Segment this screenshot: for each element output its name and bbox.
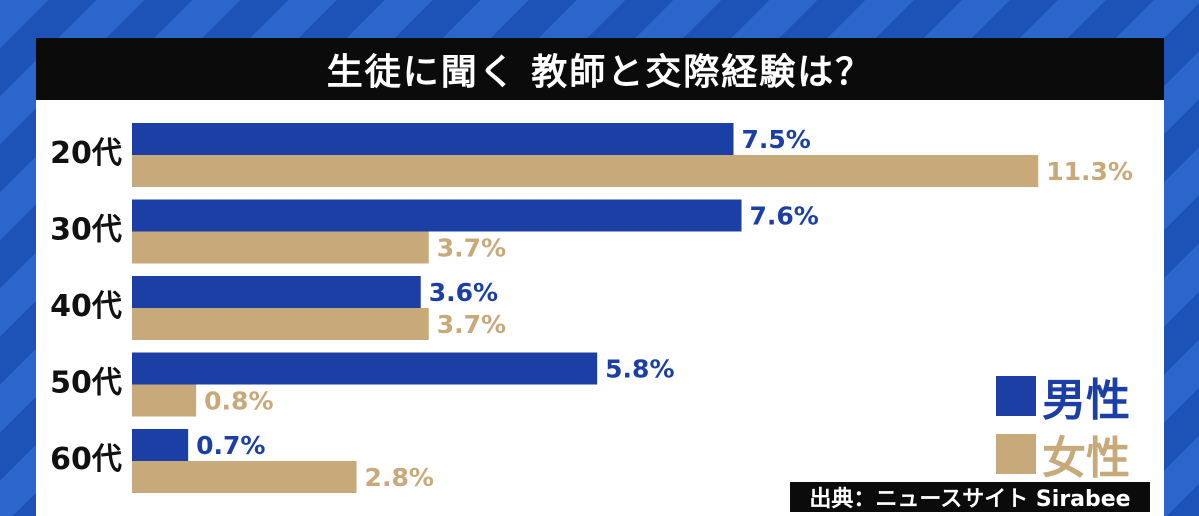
data-label-male: 0.7%: [196, 431, 265, 460]
bar-female: [132, 308, 429, 340]
bar-male: [132, 276, 421, 308]
legend-label-male: 男性: [1042, 375, 1130, 426]
category-label: 40代: [50, 289, 122, 324]
category-label: 20代: [50, 136, 122, 171]
bar-female: [132, 461, 357, 493]
bar-female: [132, 155, 1039, 187]
data-label-female: 2.8%: [365, 463, 434, 492]
legend-label-female: 女性: [1042, 433, 1130, 484]
category-label: 50代: [50, 366, 122, 401]
legend-item-male: 男性: [996, 368, 1146, 426]
title-bar: 生徒に聞く 教師と交際経験は？: [36, 38, 1164, 100]
legend-swatch-male: [996, 376, 1036, 416]
data-label-male: 5.8%: [605, 355, 674, 384]
bar-male: [132, 429, 189, 461]
bar-female: [132, 384, 197, 417]
bar-male: [132, 352, 598, 385]
chart-title: 生徒に聞く 教師と交際経験は？: [326, 52, 874, 93]
legend-item-female: 女性: [996, 426, 1146, 484]
chart-panel: 生徒に聞く 教師と交際経験は？ 20代 7.5% 11.3% 30代 7.6% 3.7% 4…: [36, 38, 1164, 516]
category-label: 60代: [50, 442, 122, 477]
data-label-male: 7.6%: [750, 202, 819, 231]
bar-male: [132, 123, 734, 155]
data-label-female: 3.7%: [437, 234, 506, 263]
legend-swatch-female: [996, 434, 1036, 474]
source-caption: 出典：ニュースサイト Sirabee: [790, 482, 1150, 512]
data-label-female: 0.8%: [204, 387, 273, 416]
category-label: 30代: [50, 213, 122, 248]
bar-chart: 20代 7.5% 11.3% 30代 7.6% 3.7% 40代 3.6% 3.7% 50代 5.8…: [50, 123, 1133, 493]
bar-male: [132, 199, 742, 232]
data-label-female: 3.7%: [437, 310, 506, 339]
data-label-male: 7.5%: [742, 125, 811, 154]
data-label-female: 11.3%: [1046, 157, 1133, 186]
bar-female: [132, 231, 429, 264]
data-label-male: 3.6%: [429, 278, 498, 307]
